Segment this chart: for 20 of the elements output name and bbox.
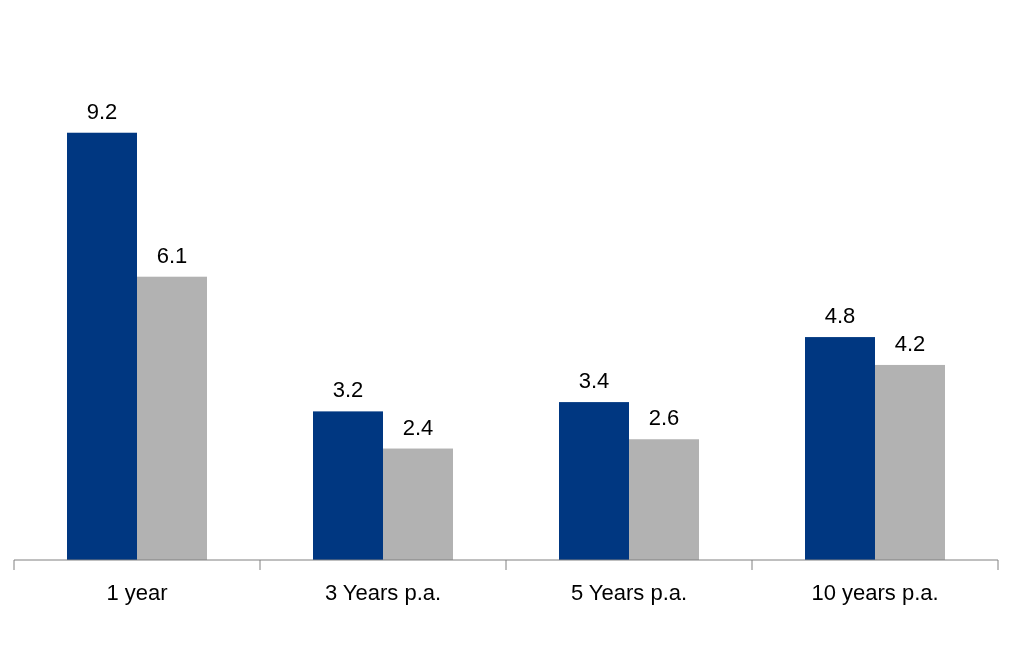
data-label: 9.2: [86, 98, 118, 124]
bar: [629, 439, 699, 560]
bar: [383, 448, 453, 560]
bar: [805, 337, 875, 560]
bar: [559, 402, 629, 560]
x-tick-label: 10 years p.a.: [811, 580, 939, 605]
data-label: 2.4: [402, 414, 434, 440]
data-label: 4.8: [824, 303, 856, 329]
bar: [313, 411, 383, 560]
data-label: 3.4: [578, 368, 610, 394]
data-label: 2.6: [648, 405, 680, 431]
bar: [137, 276, 207, 560]
data-label: 6.1: [156, 242, 188, 268]
data-label: 3.2: [332, 377, 364, 403]
x-tick-label: 1 year: [106, 580, 168, 605]
bar: [875, 364, 945, 560]
bar: [67, 132, 137, 560]
x-tick-label: 3 Years p.a.: [324, 580, 442, 605]
data-label: 4.2: [894, 330, 926, 356]
x-tick-label: 5 Years p.a.: [570, 580, 688, 605]
